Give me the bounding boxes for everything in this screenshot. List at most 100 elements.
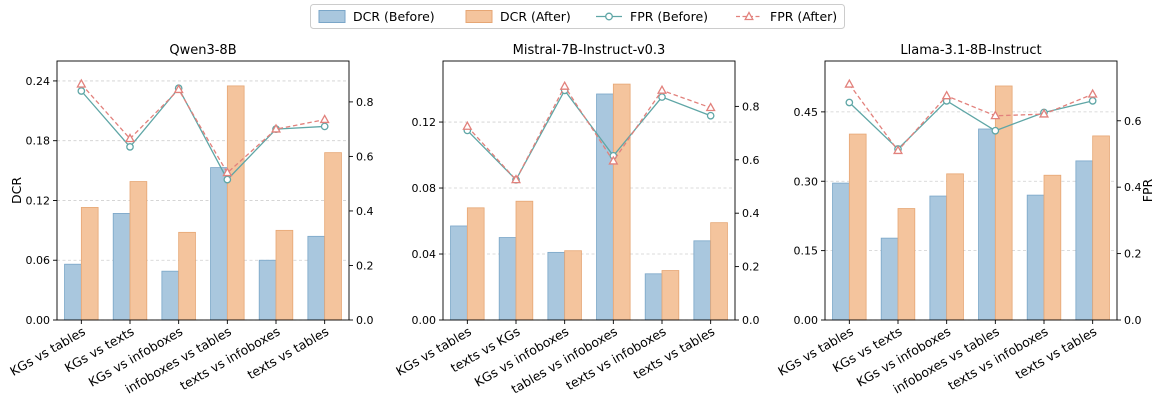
bar-dcr-after xyxy=(275,229,294,321)
bar-dcr-before xyxy=(258,259,277,321)
marker-fpr-before xyxy=(126,143,134,151)
x-tick-label: texts vs tables xyxy=(245,324,331,383)
axes-frame xyxy=(442,60,736,321)
y2-tick-label: 0.4 xyxy=(1124,181,1142,194)
line-fpr-before xyxy=(80,87,325,181)
bar-dcr-before xyxy=(978,128,996,321)
bar-dcr-before xyxy=(547,251,566,321)
legend-frame xyxy=(310,4,845,29)
marker-fpr-after xyxy=(892,145,904,155)
line-fpr-after xyxy=(848,83,1093,152)
y2-tick-label: 0.4 xyxy=(356,205,374,218)
marker-fpr-after xyxy=(559,80,570,90)
legend: DCR (Before) DCR (After) FPR (Before) FPR (… xyxy=(310,4,845,29)
bar-dcr-before xyxy=(596,93,614,321)
bar-dcr-before xyxy=(450,225,468,321)
y-tick-label: 0.30 xyxy=(794,175,819,188)
axes-frame xyxy=(824,60,1118,321)
bar-dcr-before xyxy=(64,263,82,321)
chart-title: Qwen3-8B xyxy=(169,43,236,58)
marker-fpr-after xyxy=(656,84,668,94)
axes-frame xyxy=(56,60,350,321)
legend-label: FPR (After) xyxy=(770,9,837,24)
marker-fpr-before xyxy=(845,98,854,107)
y2-tick-label: 0.2 xyxy=(742,261,760,274)
marker-fpr-after xyxy=(173,84,184,94)
x-tick-label: texts vs tables xyxy=(631,324,717,383)
marker-fpr-after xyxy=(608,155,619,165)
y-tick-label: 0.00 xyxy=(794,314,819,327)
line-fpr-after xyxy=(466,85,711,181)
marker-fpr-before xyxy=(991,126,1000,135)
y-tick-label: 0.45 xyxy=(794,106,819,119)
bar-dcr-after xyxy=(515,200,534,321)
bar-dcr-after xyxy=(178,231,196,321)
bar-dcr-before xyxy=(644,273,663,321)
marker-fpr-after xyxy=(990,110,1001,120)
bar-dcr-after xyxy=(848,133,867,321)
bar-dcr-before xyxy=(929,195,948,321)
marker-fpr-before xyxy=(77,87,86,95)
marker-fpr-after xyxy=(844,78,855,88)
bar-dcr-after xyxy=(946,173,964,321)
y-tick-label: 0.04 xyxy=(412,248,437,261)
bar-dcr-after xyxy=(80,207,99,321)
bar-dcr-before xyxy=(498,237,517,321)
y-tick-label: 0.18 xyxy=(26,135,51,148)
bar-dcr-after xyxy=(226,85,245,321)
bar-dcr-after xyxy=(661,270,680,321)
marker-fpr-after xyxy=(705,102,716,112)
line-fpr-before xyxy=(848,100,1093,150)
y2-tick-label: 0.4 xyxy=(742,207,760,220)
y-tick-label: 0.24 xyxy=(26,75,51,88)
marker-fpr-after xyxy=(76,78,87,88)
marker-fpr-before xyxy=(658,93,666,101)
y-axis-label: DCR xyxy=(9,177,24,204)
marker-fpr-after xyxy=(222,167,233,177)
bar-dcr-after xyxy=(324,152,342,321)
bar-dcr-before xyxy=(1026,194,1045,321)
bar-dcr-before xyxy=(112,213,131,321)
marker-fpr-before xyxy=(1088,96,1097,105)
bar-dcr-after xyxy=(564,250,582,321)
line-fpr-after xyxy=(80,83,325,174)
legend-label: DCR (After) xyxy=(500,9,571,24)
bar-dcr-after xyxy=(129,181,148,321)
chart-title: Mistral-7B-Instruct-v0.3 xyxy=(513,43,666,58)
y2-tick-label: 0.0 xyxy=(742,314,760,327)
y2-tick-label: 0.0 xyxy=(1124,314,1142,327)
marker-fpr-after xyxy=(319,114,330,124)
bar-dcr-before xyxy=(1075,160,1094,321)
marker-fpr-before xyxy=(320,122,329,131)
marker-fpr-before xyxy=(223,175,232,184)
y-tick-label: 0.00 xyxy=(412,314,437,327)
y-tick-label: 0.00 xyxy=(26,314,51,327)
marker-fpr-after xyxy=(462,120,473,130)
legend-item: DCR (After) xyxy=(465,9,571,24)
legend-item: DCR (Before) xyxy=(318,9,435,24)
marker-fpr-after xyxy=(124,133,136,143)
bar-dcr-after xyxy=(994,85,1013,321)
y2-tick-label: 0.0 xyxy=(356,314,374,327)
bar-dcr-before xyxy=(161,270,180,321)
y-tick-label: 0.06 xyxy=(26,254,51,267)
marker-fpr-after xyxy=(1038,108,1050,118)
bar-dcr-before xyxy=(832,182,850,321)
bar-dcr-before xyxy=(210,167,228,321)
bar-dcr-after xyxy=(897,208,916,321)
marker-fpr-before xyxy=(706,111,715,120)
marker-fpr-after xyxy=(270,123,282,133)
bar-dcr-after xyxy=(466,207,485,321)
marker-fpr-after xyxy=(1087,88,1098,98)
legend-swatch xyxy=(318,10,346,23)
bar-dcr-before xyxy=(880,237,899,321)
y2-tick-label: 0.2 xyxy=(1124,248,1142,261)
y2-tick-label: 0.6 xyxy=(742,154,760,167)
y-tick-label: 0.12 xyxy=(412,116,437,129)
legend-label: DCR (Before) xyxy=(353,9,435,24)
legend-marker xyxy=(744,11,754,21)
y2-tick-label: 0.8 xyxy=(742,100,760,113)
